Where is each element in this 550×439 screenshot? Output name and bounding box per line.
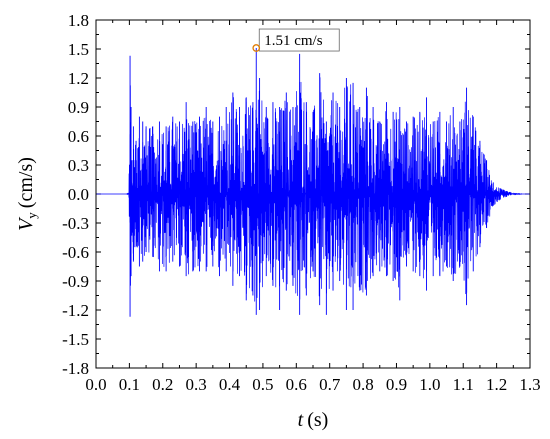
x-tick-label: 0.0 <box>85 375 106 394</box>
y-tick-label: -1.2 <box>62 301 89 320</box>
y-axis-title: Vy (cm/s) <box>15 157 39 231</box>
x-tick-label: 0.6 <box>286 375 307 394</box>
annotation-label: 1.51 cm/s <box>264 33 322 49</box>
y-tick-label: 0.3 <box>68 156 89 175</box>
x-tick-label: 1.0 <box>419 375 440 394</box>
x-axis-unit: (s) <box>307 409 328 431</box>
x-tick-label: 0.2 <box>152 375 173 394</box>
x-tick-label: 0.9 <box>386 375 407 394</box>
x-tick-label: 0.8 <box>352 375 373 394</box>
plot-frame <box>95 19 531 369</box>
y-axis-subscript: y <box>24 212 39 219</box>
x-tick-label: 0.3 <box>186 375 207 394</box>
x-tick-label: 1.1 <box>453 375 474 394</box>
y-tick-label: 1.8 <box>68 11 89 30</box>
y-tick-label: 0.6 <box>68 127 89 146</box>
x-tick-label: 0.7 <box>319 375 341 394</box>
x-tick-label: 1.3 <box>519 375 540 394</box>
y-tick-label: -1.8 <box>62 359 89 378</box>
y-tick-label: 1.2 <box>68 69 89 88</box>
y-tick-label: 1.5 <box>68 40 89 59</box>
x-axis-symbol: t <box>298 409 304 431</box>
x-tick-label: 0.1 <box>119 375 140 394</box>
y-axis-symbol: V <box>15 216 37 231</box>
x-tick-label: 0.4 <box>219 375 241 394</box>
y-tick-label: -1.5 <box>62 330 89 349</box>
annotation-box <box>258 28 340 52</box>
y-tick-label: -0.6 <box>62 243 89 262</box>
y-axis-unit: (cm/s) <box>15 157 37 208</box>
y-tick-label: -0.3 <box>62 214 89 233</box>
y-tick-label: -0.9 <box>62 272 89 291</box>
peak-annotation: 1.51 cm/s <box>252 28 340 52</box>
y-tick-label: 0.0 <box>68 185 89 204</box>
signal-series <box>95 48 531 317</box>
tick-labels: 0.0 0.1 0.2 0.3 0.4 0.5 0.6 0.7 0.8 0.9 1.0 1.1 1.2 1… <box>62 11 541 394</box>
x-tick-label: 1.2 <box>486 375 507 394</box>
x-tick-label: 0.5 <box>252 375 273 394</box>
x-axis-title: t (s) <box>298 409 329 431</box>
y-tick-label: 0.9 <box>68 98 89 117</box>
peak-marker <box>252 44 261 52</box>
